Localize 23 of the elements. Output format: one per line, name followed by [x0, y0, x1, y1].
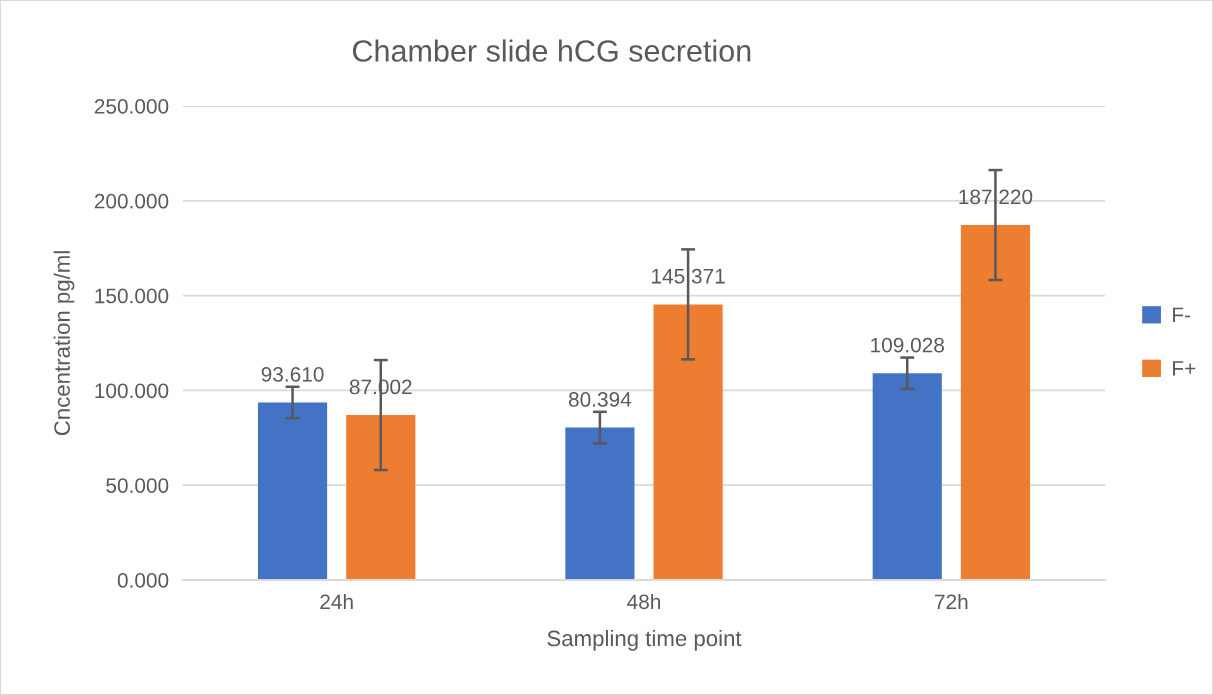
data-label: 109.028: [871, 337, 944, 353]
x-tick-label: 72h: [935, 593, 968, 609]
chart-title: Chamber slide hCG secretion: [352, 39, 751, 62]
data-label: 93.610: [261, 366, 324, 382]
bar: [960, 225, 1031, 580]
y-axis-title: Cncentration pg/ml: [53, 251, 75, 436]
y-tick-label: 50.000: [106, 478, 169, 493]
y-tick-label: 250.000: [94, 99, 169, 114]
x-tick-label: 48h: [627, 593, 661, 610]
y-tick-label: 200.000: [94, 193, 169, 209]
data-label: 80.394: [568, 392, 632, 407]
y-tick-label: 100.000: [95, 383, 169, 399]
legend-label: F-: [1173, 307, 1191, 323]
bar: [872, 373, 942, 580]
bar: [653, 304, 723, 580]
x-tick-label: 24h: [320, 593, 353, 609]
y-tick-label: 150.000: [95, 288, 169, 304]
bar: [257, 402, 328, 580]
bar: [565, 427, 635, 580]
bar: [346, 415, 416, 580]
x-axis-title: Sampling time point: [547, 629, 742, 651]
legend-label: F+: [1173, 361, 1196, 376]
y-tick-label: 0.000: [117, 573, 169, 588]
